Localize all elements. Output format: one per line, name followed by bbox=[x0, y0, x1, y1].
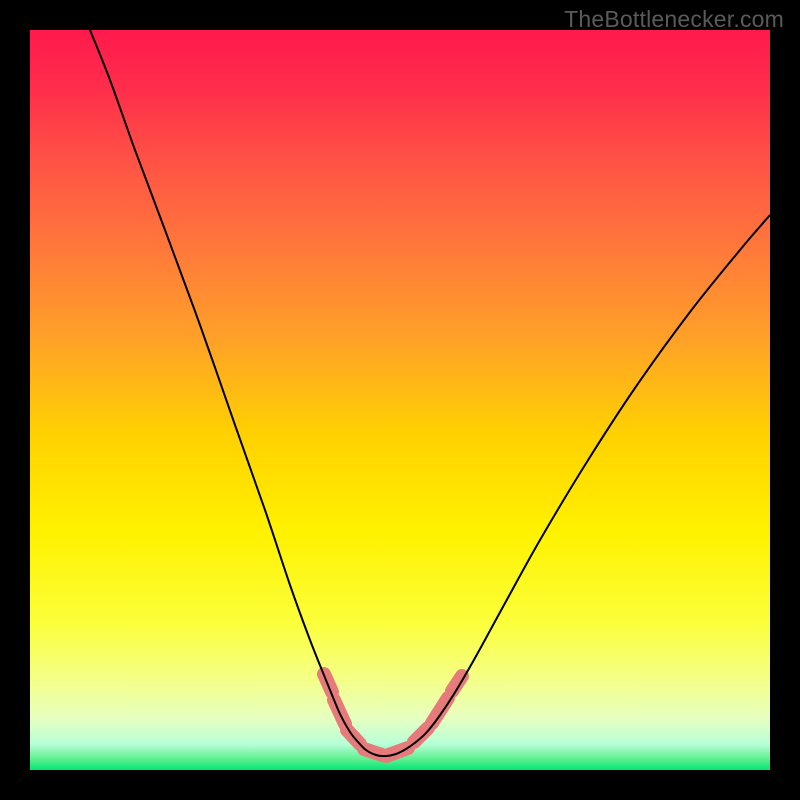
chart-plot-area bbox=[30, 30, 770, 770]
chart-svg bbox=[30, 30, 770, 770]
chart-background bbox=[30, 30, 770, 770]
watermark-text: TheBottlenecker.com bbox=[564, 6, 784, 33]
highlight-segment bbox=[414, 728, 428, 742]
